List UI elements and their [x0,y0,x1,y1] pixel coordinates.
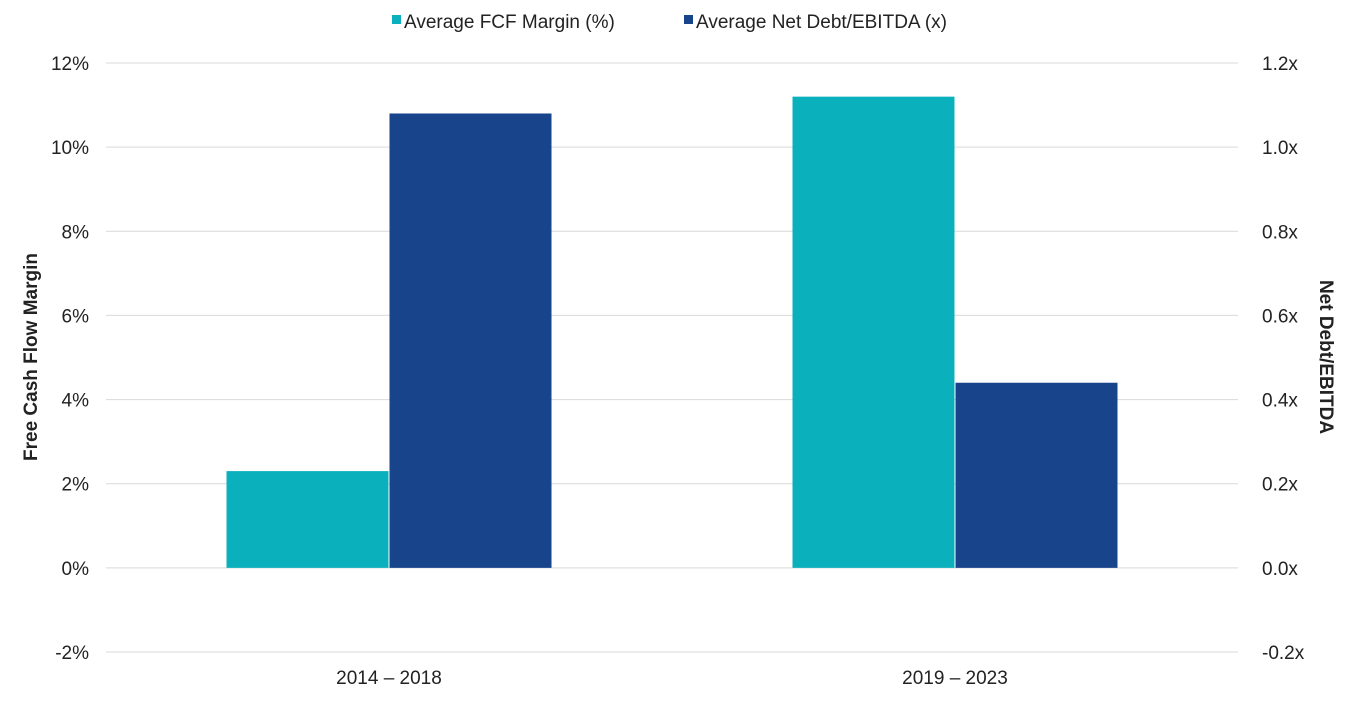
x-tick-label: 2014 – 2018 [336,668,442,689]
bar-fcf-margin [792,96,955,568]
legend-swatch [392,15,401,24]
right-tick-label: 0.6x [1262,306,1298,327]
left-tick-label: -2% [55,643,89,664]
right-tick-label: 0.2x [1262,475,1298,496]
right-tick-label: 0.8x [1262,222,1298,243]
right-tick-label: 1.0x [1262,138,1298,159]
legend-swatch [684,15,693,24]
left-tick-label: 6% [62,306,90,327]
bars [226,96,1118,568]
right-tick-label: 1.2x [1262,54,1298,75]
x-tick-label: 2019 – 2023 [902,668,1008,689]
left-axis-title: Free Cash Flow Margin [21,253,42,461]
left-tick-label: 0% [62,559,90,580]
legend-label: Average Net Debt/EBITDA (x) [696,12,947,33]
bar-net-debt-ebitda [955,382,1118,568]
x-axis-tick-labels: 2014 – 2018 2019 – 2023 [336,668,1008,689]
right-tick-label: 0.0x [1262,559,1298,580]
left-tick-label: 2% [62,475,90,496]
legend: Average FCF Margin (%) Average Net Debt/E… [392,12,947,33]
right-axis-tick-labels: -0.2x 0.0x 0.2x 0.4x 0.6x 0.8x 1.0x 1.2x [1262,54,1305,664]
left-tick-label: 8% [62,222,90,243]
bar-fcf-margin [226,471,389,568]
right-axis-title: Net Debt/EBITDA [1315,280,1336,434]
left-axis-tick-labels: -2% 0% 2% 4% 6% 8% 10% 12% [51,54,89,664]
left-tick-label: 12% [51,54,89,75]
legend-label: Average FCF Margin (%) [404,12,615,33]
left-tick-label: 10% [51,138,89,159]
right-tick-label: -0.2x [1262,643,1305,664]
right-tick-label: 0.4x [1262,391,1298,412]
bar-net-debt-ebitda [389,113,552,568]
left-tick-label: 4% [62,391,90,412]
